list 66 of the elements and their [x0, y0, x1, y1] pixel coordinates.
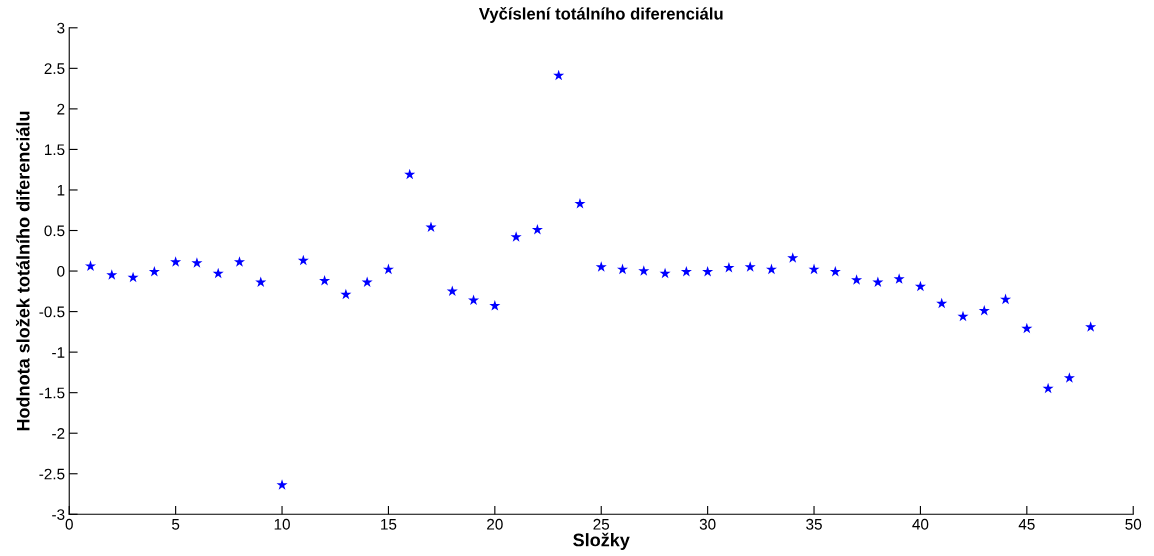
y-tick-label: -2.5 [39, 468, 65, 480]
point [148, 266, 160, 277]
y-tick-label: 1 [57, 184, 65, 196]
y-tick-label: 2.5 [44, 63, 65, 75]
point [744, 261, 756, 272]
point [127, 271, 139, 283]
x-tick-label: 40 [912, 518, 929, 530]
point [446, 285, 458, 297]
point [680, 266, 692, 277]
point [255, 276, 267, 288]
y-tick-label: -0.5 [39, 306, 65, 318]
point [978, 304, 990, 316]
y-tick-label: 2 [57, 103, 65, 115]
point [829, 266, 841, 277]
point [893, 273, 905, 284]
point [382, 263, 394, 275]
point [468, 294, 480, 305]
point [1063, 372, 1075, 383]
point [233, 256, 245, 267]
point [425, 221, 437, 232]
point [106, 269, 118, 280]
point [787, 252, 799, 263]
point [510, 231, 522, 242]
y-axis-title: Hodnota složek totálního diferenciálu [15, 111, 30, 431]
x-tick-label: 35 [806, 518, 822, 530]
point [319, 274, 331, 286]
y-tick-label: -1.5 [39, 387, 65, 399]
x-axis-title: Složky [573, 532, 630, 550]
y-tick-label: -1 [52, 347, 65, 358]
x-tick-label: 0 [65, 518, 73, 530]
point [1085, 321, 1097, 332]
y-tick-label: -3 [52, 509, 65, 520]
y-tick-label: 0 [57, 265, 65, 277]
x-tick-label: 5 [172, 519, 180, 530]
point [297, 254, 309, 266]
point [553, 69, 565, 81]
point [404, 168, 416, 180]
point [914, 280, 926, 292]
point [84, 260, 97, 271]
point [276, 479, 288, 490]
point [170, 256, 182, 267]
x-tick-label: 30 [699, 518, 716, 530]
x-tick-label: 15 [381, 519, 397, 530]
y-tick-label: 0.5 [44, 225, 65, 237]
point [1042, 382, 1054, 394]
x-tick-label: 20 [487, 518, 503, 530]
point [723, 262, 735, 273]
y-tick-label: -2 [52, 428, 65, 439]
y-tick-label: 1.5 [45, 144, 65, 156]
point [936, 297, 948, 309]
x-tick-label: 45 [1018, 519, 1035, 530]
point [531, 223, 543, 235]
point [851, 274, 863, 285]
x-tick-label: 10 [274, 518, 290, 530]
x-tick-label: 25 [593, 518, 610, 530]
y-tick-label: 3 [57, 22, 65, 34]
point [1021, 322, 1033, 334]
point [702, 266, 714, 277]
chart-title: Vyčíslení totálního diferenciálu [478, 7, 723, 23]
point [489, 300, 501, 311]
point [957, 310, 969, 322]
point [595, 261, 607, 272]
x-tick-label: 50 [1125, 518, 1142, 530]
point [638, 265, 650, 276]
point [191, 257, 203, 268]
point [574, 197, 586, 209]
